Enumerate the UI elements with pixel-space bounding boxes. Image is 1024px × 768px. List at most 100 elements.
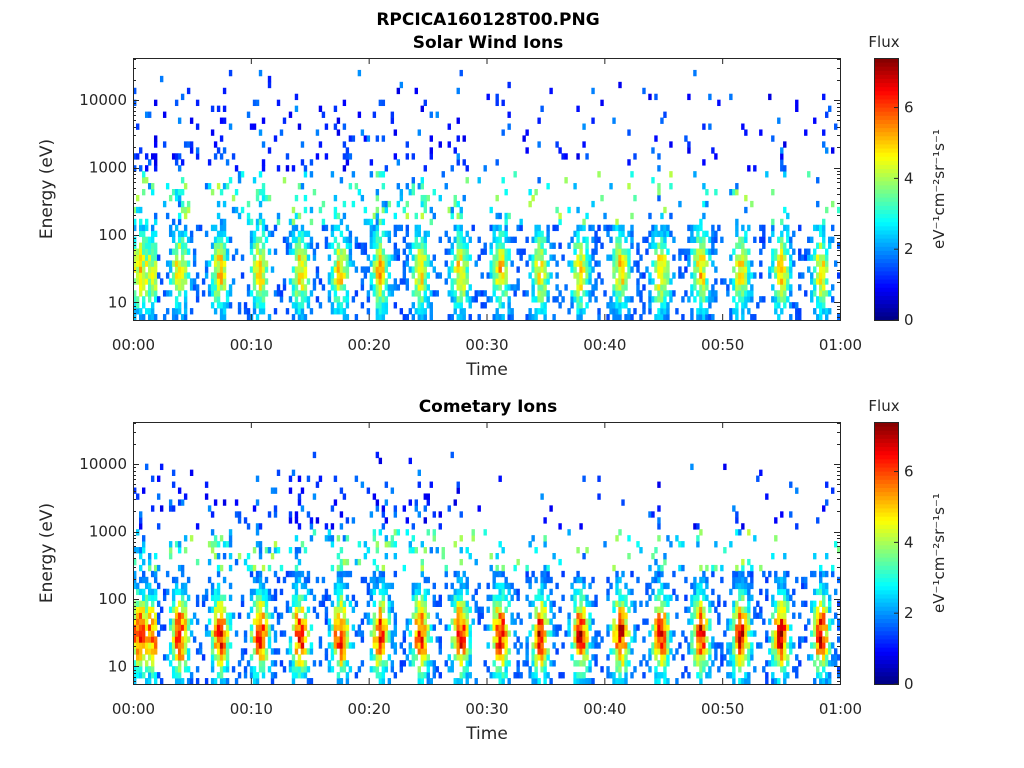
spectrogram-cell bbox=[459, 624, 463, 631]
colorbar-step bbox=[874, 540, 898, 546]
spectrogram-cell bbox=[375, 499, 380, 506]
spectrogram-cell bbox=[453, 266, 457, 273]
spectrogram-cell bbox=[309, 535, 314, 542]
spectrogram-cell bbox=[261, 230, 266, 238]
spectrogram-cell bbox=[258, 308, 263, 315]
spectrogram-cell bbox=[495, 618, 499, 625]
spectrogram-cell bbox=[171, 218, 176, 226]
spectrogram-cell bbox=[324, 618, 329, 625]
spectrogram-cell bbox=[303, 248, 308, 255]
spectrogram-cell bbox=[186, 206, 191, 214]
spectrogram-cell bbox=[348, 230, 353, 238]
spectrogram-cell bbox=[663, 654, 667, 661]
x-tick-label: 00:30 bbox=[465, 700, 508, 718]
spectrogram-cell bbox=[498, 284, 502, 291]
spectrogram-cell bbox=[780, 236, 784, 243]
spectrogram-cell bbox=[819, 314, 823, 321]
spectrogram-cell bbox=[297, 642, 302, 649]
spectrogram-cell bbox=[423, 284, 427, 291]
spectrogram-cell bbox=[660, 600, 664, 607]
spectrogram-cell bbox=[582, 290, 586, 297]
spectrogram-cell bbox=[780, 254, 784, 261]
spectrogram-cell bbox=[705, 230, 709, 238]
spectrogram-cell bbox=[579, 630, 583, 637]
spectrogram-cell bbox=[423, 493, 427, 500]
spectrogram-cell bbox=[819, 272, 823, 279]
spectrogram-cell bbox=[426, 254, 430, 261]
spectrogram-cell bbox=[384, 660, 389, 667]
spectrogram-cell bbox=[657, 624, 661, 631]
spectrogram-cell bbox=[618, 272, 622, 279]
spectrogram-cell bbox=[261, 642, 266, 649]
spectrogram-cell bbox=[405, 200, 410, 208]
spectrogram-cell bbox=[168, 260, 173, 267]
spectrogram-cell bbox=[591, 284, 595, 291]
spectrogram-cell bbox=[546, 672, 550, 679]
spectrogram-cell bbox=[387, 541, 392, 548]
spectrogram-cell bbox=[723, 654, 727, 661]
colorbar-step bbox=[874, 471, 898, 476]
spectrogram-cell bbox=[639, 272, 643, 279]
spectrogram-cell bbox=[582, 672, 586, 679]
spectrogram-cell bbox=[133, 618, 137, 625]
spectrogram-cell bbox=[429, 302, 433, 309]
spectrogram-cell bbox=[771, 266, 775, 273]
spectrogram-cell bbox=[291, 224, 296, 232]
spectrogram-cell bbox=[204, 630, 209, 637]
spectrogram-cell bbox=[171, 636, 176, 643]
spectrogram-cell bbox=[405, 314, 410, 321]
spectrogram-cell bbox=[654, 135, 658, 142]
spectrogram-cell bbox=[183, 290, 188, 297]
spectrogram-cell bbox=[624, 296, 628, 303]
spectrogram-cell bbox=[133, 206, 137, 214]
spectrogram-cell bbox=[771, 260, 775, 267]
spectrogram-cell bbox=[813, 308, 817, 315]
spectrogram-cell bbox=[561, 570, 565, 578]
spectrogram-cell bbox=[612, 606, 616, 613]
spectrogram-cell bbox=[150, 505, 155, 512]
spectrogram-cell bbox=[168, 606, 173, 613]
x-tick-label: 00:50 bbox=[701, 336, 744, 354]
spectrogram-cell bbox=[216, 564, 221, 572]
spectrogram-cell bbox=[372, 612, 377, 619]
spectrogram-cell bbox=[153, 272, 158, 279]
spectrogram-cell bbox=[315, 612, 320, 619]
spectrogram-cell bbox=[576, 606, 580, 613]
spectrogram-cell bbox=[156, 612, 161, 619]
spectrogram-cell bbox=[444, 570, 448, 578]
spectrogram-cell bbox=[159, 463, 164, 471]
spectrogram-cell bbox=[393, 529, 398, 536]
spectrogram-cell bbox=[180, 654, 185, 661]
spectrogram-cell bbox=[804, 129, 808, 136]
spectrogram-cell bbox=[288, 570, 293, 578]
spectrogram-cell bbox=[546, 290, 550, 297]
spectrogram-cell bbox=[576, 296, 580, 303]
spectrogram-cell bbox=[567, 242, 571, 249]
spectrogram-cell bbox=[777, 296, 781, 303]
spectrogram-cell bbox=[156, 272, 161, 279]
spectrogram-cell bbox=[402, 636, 407, 643]
spectrogram-cell bbox=[702, 666, 706, 673]
spectrogram-cell bbox=[591, 248, 595, 255]
spectrogram-cell bbox=[627, 630, 631, 637]
spectrogram-cell bbox=[780, 511, 784, 518]
spectrogram-cell bbox=[387, 600, 392, 607]
spectrogram-cell bbox=[663, 672, 667, 679]
spectrogram-cell bbox=[255, 499, 260, 506]
spectrogram-cell bbox=[465, 582, 469, 590]
spectrogram-cell bbox=[423, 296, 427, 303]
spectrogram-cell bbox=[417, 469, 421, 476]
spectrogram-cell bbox=[444, 260, 448, 267]
spectrogram-cell bbox=[666, 624, 670, 631]
spectrogram-cell bbox=[222, 636, 227, 643]
spectrogram-cell bbox=[819, 278, 823, 285]
spectrogram-cell bbox=[420, 648, 424, 655]
spectrogram-cell bbox=[144, 648, 149, 655]
spectrogram-cell bbox=[738, 612, 742, 619]
spectrogram-cell bbox=[133, 672, 137, 679]
spectrogram-cell bbox=[747, 624, 751, 631]
spectrogram-cell bbox=[147, 582, 152, 590]
spectrogram-cell bbox=[660, 588, 664, 596]
spectrogram-cell bbox=[249, 606, 254, 613]
spectrogram-cell bbox=[327, 272, 332, 279]
